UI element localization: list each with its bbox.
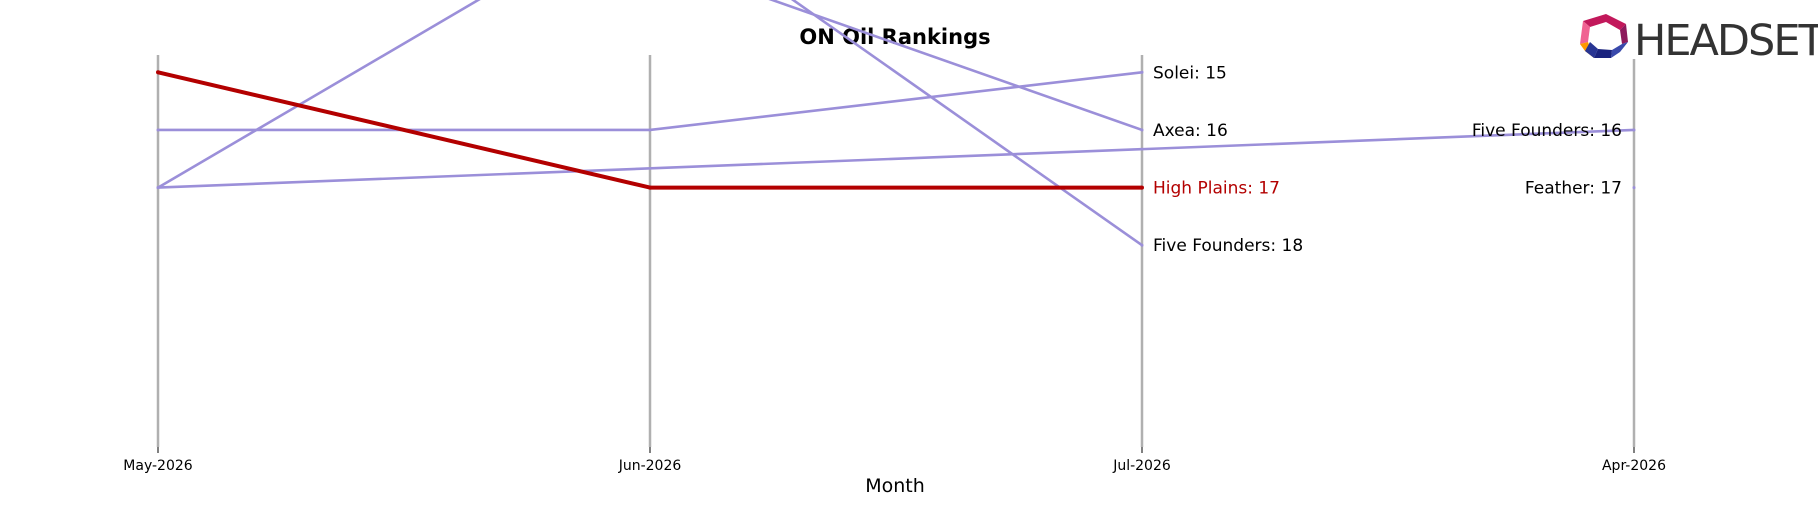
series-point-solei [1140,70,1144,74]
series-point-feather [1632,186,1636,190]
headset-logo-icon [1580,14,1628,58]
series-point-solei [648,128,652,132]
x-tick-label: May-2026 [123,458,192,474]
series-point-high-plains [1140,185,1144,190]
series-point-high-plains [648,185,652,190]
end-label-feather: Feather: 17 [1525,179,1622,199]
series-line-five-founders [157,128,1635,189]
x-tick-label: Apr-2026 [1602,458,1666,474]
end-label-five-founders: Five Founders: 16 [1472,121,1622,141]
end-label-high-plains: High Plains: 17 [1153,179,1280,199]
series-point-five-founders [1140,243,1144,247]
grid-lines [156,55,1636,447]
series-point-high-plains [156,70,160,75]
series-point-five-founders [156,186,160,190]
headset-logo: HEADSET [1580,14,1818,66]
x-axis-ticks: May-2026 Jun-2026 Jul-2026 Apr-2026 [123,447,1666,474]
chart-title: ON Oil Rankings [799,25,990,49]
x-tick-label: Jun-2026 [618,458,682,474]
end-label-five-founders: Five Founders: 18 [1153,236,1303,256]
series-point-axea [1140,128,1144,132]
end-label-solei: Solei: 15 [1153,63,1227,83]
headset-logo-text: HEADSET [1634,16,1818,66]
series-line-five-founders [157,0,1143,247]
series-point-solei [156,128,160,132]
x-tick-label: Jul-2026 [1112,458,1171,474]
x-axis-label: Month [865,475,925,497]
series-lines [156,0,1636,247]
series-point-five-founders [1632,128,1636,132]
series-line-axea [768,0,1143,132]
end-label-axea: Axea: 16 [1153,121,1228,141]
series-end-labels: Solei: 15 Axea: 16 Five Founders: 18 Five F… [1153,63,1622,256]
